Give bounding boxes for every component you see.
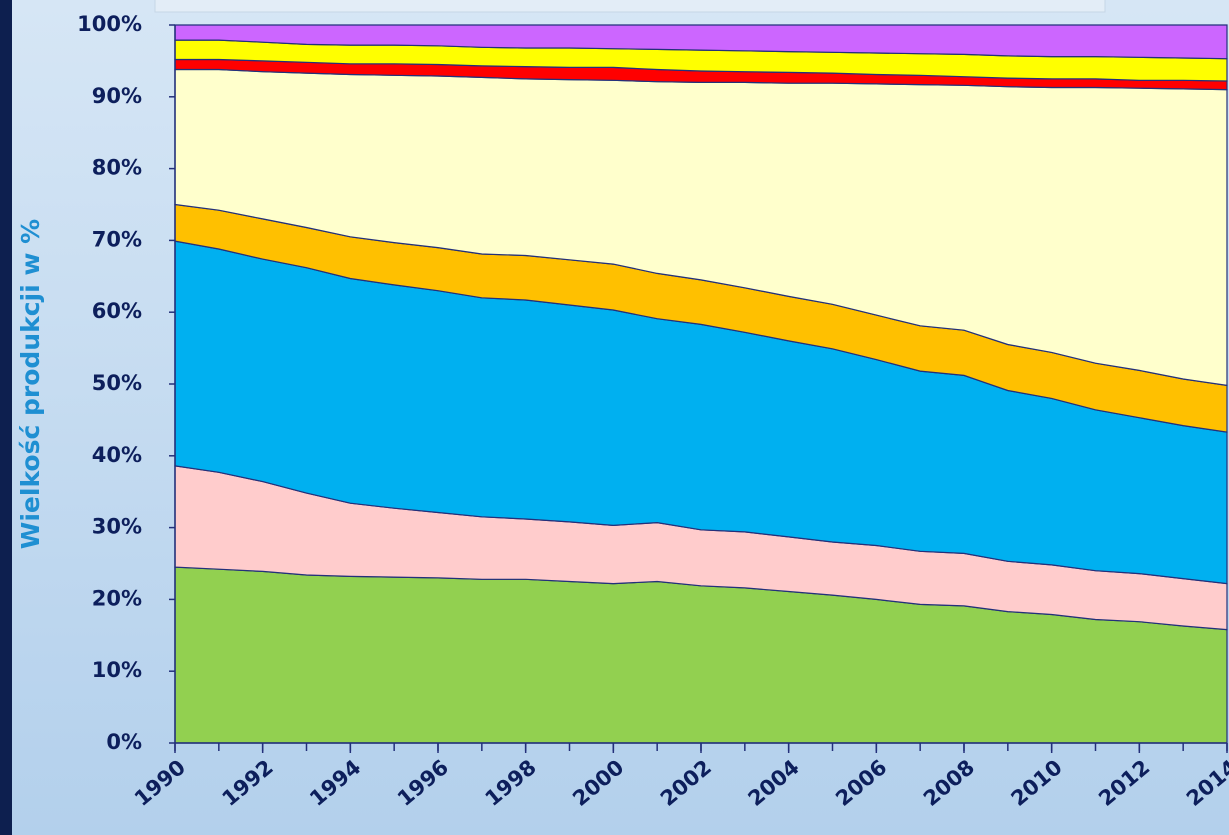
left-border — [0, 0, 12, 835]
y-tick-label: 100% — [77, 12, 142, 36]
y-tick-label: 50% — [92, 371, 142, 395]
area — [174, 24, 1228, 60]
y-tick-label: 40% — [92, 443, 142, 467]
y-tick-label: 20% — [92, 586, 142, 610]
y-tick-label: 90% — [92, 84, 142, 108]
top-panel — [154, 0, 1106, 13]
y-tick-label: 80% — [92, 156, 142, 180]
y-tick-label: 70% — [92, 227, 142, 251]
y-tick-label: 10% — [92, 658, 142, 682]
y-tick-label: 60% — [92, 299, 142, 323]
y-tick-label: 30% — [92, 515, 142, 539]
y-axis-title: Wielkość produkcji w % — [16, 219, 45, 549]
y-tick-label: 0% — [106, 730, 142, 754]
